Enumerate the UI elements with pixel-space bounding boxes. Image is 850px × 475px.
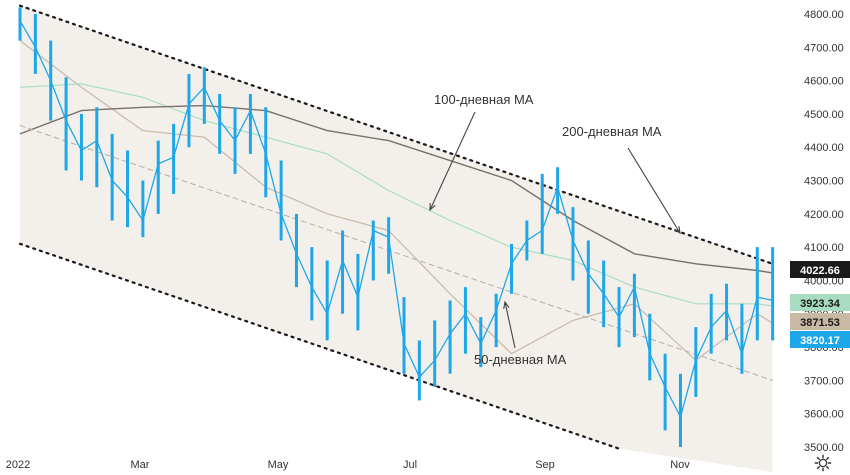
annotations: 100-дневная MA 200-дневная MA 50-дневная… xyxy=(434,92,662,367)
annotation-arrows xyxy=(429,111,681,349)
y-tick-label: 4000.00 xyxy=(804,275,844,287)
arrow-ma50 xyxy=(503,300,516,349)
y-tick-label: 3600.00 xyxy=(804,409,844,421)
y-tick-label: 4500.00 xyxy=(804,109,844,121)
y-tick-label: 4200.00 xyxy=(804,209,844,221)
svg-text:3871.53: 3871.53 xyxy=(800,317,840,329)
x-tick-label: Mar xyxy=(131,459,150,471)
svg-text:4022.66: 4022.66 xyxy=(800,265,840,277)
annotation-ma200: 200-дневная MA xyxy=(562,124,662,139)
y-tick-label: 4400.00 xyxy=(804,142,844,154)
line-channel-mid xyxy=(19,125,774,381)
price-badge: 3820.17 xyxy=(790,331,850,348)
line-channel-lower xyxy=(18,242,621,450)
svg-text:3923.34: 3923.34 xyxy=(800,298,841,310)
x-axis: 2022 Mar May Jul Sep Nov xyxy=(6,459,691,471)
y-tick-label: 4800.00 xyxy=(804,9,844,21)
y-tick-label: 3500.00 xyxy=(804,442,844,454)
x-tick-label: Jul xyxy=(403,459,417,471)
annotation-ma100: 100-дневная MA xyxy=(434,92,534,107)
y-tick-label: 3700.00 xyxy=(804,375,844,387)
arrow-ma200 xyxy=(627,147,681,235)
annotation-ma50: 50-дневная MA xyxy=(474,352,567,367)
price-badges: 4022.66 3923.34 3871.53 3820.17 xyxy=(790,261,850,348)
x-tick-label: May xyxy=(268,459,289,471)
arrow-ma100 xyxy=(429,111,476,212)
line-price xyxy=(19,20,773,419)
x-tick-label: Sep xyxy=(535,459,555,471)
price-badge: 3871.53 xyxy=(790,313,850,330)
trend-channel xyxy=(18,4,774,450)
line-channel-upper xyxy=(18,4,774,265)
gear-icon[interactable] xyxy=(814,454,832,472)
line-ma100 xyxy=(19,83,773,307)
y-tick-label: 4100.00 xyxy=(804,242,844,254)
y-tick-label: 4600.00 xyxy=(804,76,844,88)
line-ma200 xyxy=(19,104,773,274)
price-badge: 3923.34 xyxy=(790,294,850,311)
price-badge: 4022.66 xyxy=(790,261,850,278)
y-axis: 3500.003600.003700.003800.003900.004000.… xyxy=(804,9,844,454)
y-tick-label: 4700.00 xyxy=(804,42,844,54)
y-tick-label: 4300.00 xyxy=(804,176,844,188)
x-tick-label: 2022 xyxy=(6,459,30,471)
svg-text:3820.17: 3820.17 xyxy=(800,335,840,347)
price-series xyxy=(18,7,775,448)
x-tick-label: Nov xyxy=(670,459,690,471)
